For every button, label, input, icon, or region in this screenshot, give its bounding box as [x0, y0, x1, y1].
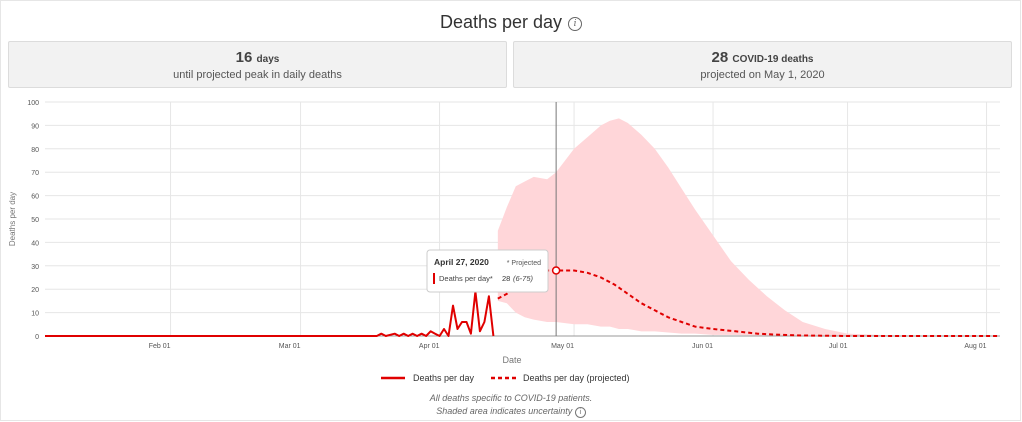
uncertainty-info-icon[interactable]: i [574, 407, 586, 418]
projected-deaths-card: 28 COVID-19 deaths projected on May 1, 2… [513, 41, 1012, 88]
crosshair-point [551, 266, 561, 275]
tooltip-projected-note: * Projected [507, 260, 541, 267]
peak-days-value: 16 [235, 49, 253, 66]
legend-label-actual: Deaths per day [413, 373, 475, 383]
x-tick-label: Jun 01 [692, 343, 713, 350]
y-tick-label: 100 [27, 100, 39, 107]
y-tick-label: 80 [31, 147, 39, 154]
tooltip-box [426, 249, 549, 293]
chart-title: Deaths per day [439, 12, 563, 32]
x-tick-label: Feb 01 [149, 343, 171, 350]
x-axis-title: Date [502, 355, 521, 365]
legend-label-projected: Deaths per day (projected) [523, 373, 630, 383]
projected-deaths-value-row: 28 COVID-19 deaths [514, 49, 1011, 66]
tooltip-series-swatch [433, 273, 435, 284]
x-tick-label: May 01 [551, 343, 574, 350]
tooltip-label: Deaths per day* [439, 274, 493, 283]
x-tick-label: Jul 01 [829, 343, 848, 350]
x-tick-label: Mar 01 [279, 343, 301, 350]
x-tick-label: Aug 01 [964, 343, 986, 350]
tooltip-date: April 27, 2020 [434, 257, 489, 267]
tooltip-range: (6-75) [513, 274, 534, 283]
y-tick-label: 90 [31, 123, 39, 130]
footnote-deaths: All deaths specific to COVID-19 patients… [429, 393, 593, 403]
footnote-uncertainty-row: Shaded area indicates uncertainty i [0, 406, 1022, 418]
x-tick-label: Apr 01 [419, 343, 440, 350]
y-tick-label: 0 [35, 334, 39, 341]
y-tick-label: 10 [31, 311, 39, 318]
uncertainty-band [497, 118, 911, 336]
peak-days-caption: until projected peak in daily deaths [173, 69, 342, 81]
y-tick-label: 20 [31, 287, 39, 294]
y-axis-title: Deaths per day [8, 192, 17, 246]
y-tick-label: 40 [31, 240, 39, 247]
footnote-uncertainty: Shaded area indicates uncertainty [436, 406, 573, 416]
series-line-actual [45, 290, 495, 337]
chart-title-row: Deaths per day i [0, 12, 1022, 33]
projected-deaths-caption: projected on May 1, 2020 [700, 69, 825, 81]
y-tick-label: 50 [31, 217, 39, 224]
peak-days-value-row: 16 days [9, 49, 506, 66]
info-icon[interactable]: i [568, 17, 583, 31]
tooltip-value: 28 [502, 274, 510, 283]
projected-deaths-unit: COVID-19 deaths [732, 54, 814, 65]
y-tick-label: 70 [31, 170, 39, 177]
projected-deaths-value: 28 [711, 49, 729, 66]
peak-days-unit: days [256, 54, 280, 65]
y-tick-label: 30 [31, 264, 39, 271]
y-tick-label: 60 [31, 194, 39, 201]
peak-days-card: 16 days until projected peak in daily de… [8, 41, 507, 88]
